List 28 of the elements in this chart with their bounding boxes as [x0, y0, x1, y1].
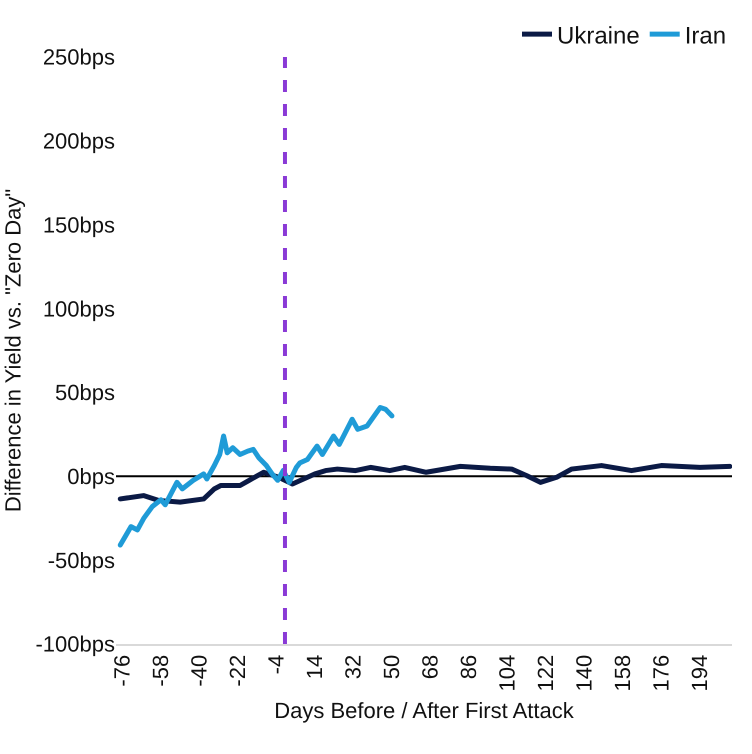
x-tick-label: 104	[494, 654, 520, 692]
y-tick-label: 250bps	[42, 44, 115, 70]
x-axis-title: Days Before / After First Attack	[274, 698, 575, 723]
x-tick-label: 158	[610, 654, 636, 692]
y-axis-title: Difference in Yield vs. "Zero Day"	[0, 188, 26, 512]
x-tick-label: -40	[186, 654, 212, 687]
x-tick-label: 86	[456, 654, 482, 680]
y-tick-label: 200bps	[42, 128, 115, 154]
x-tick-label: -58	[148, 654, 174, 687]
x-tick-label: -76	[110, 654, 135, 687]
x-tick-label: 176	[648, 654, 674, 692]
x-tick-label: 122	[533, 654, 558, 692]
y-tick-label: 100bps	[42, 296, 115, 322]
x-tick-label: 32	[340, 654, 366, 680]
x-tick-label: 14	[302, 654, 328, 680]
y-tick-label: 50bps	[55, 380, 115, 406]
legend-label: Ukraine	[557, 22, 640, 50]
x-tick-label: 68	[418, 654, 443, 680]
x-tick-label: 194	[687, 654, 712, 692]
x-tick-label: 50	[379, 654, 404, 680]
y-tick-label: 0bps	[67, 464, 115, 489]
y-tick-label: -50bps	[48, 548, 115, 573]
legend-label: Iran	[684, 22, 726, 50]
y-tick-label: -100bps	[35, 632, 115, 657]
x-tick-label: -4	[264, 654, 289, 674]
x-tick-label: 140	[572, 654, 597, 692]
y-tick-label: 150bps	[42, 212, 115, 238]
x-tick-label: -22	[225, 654, 250, 687]
